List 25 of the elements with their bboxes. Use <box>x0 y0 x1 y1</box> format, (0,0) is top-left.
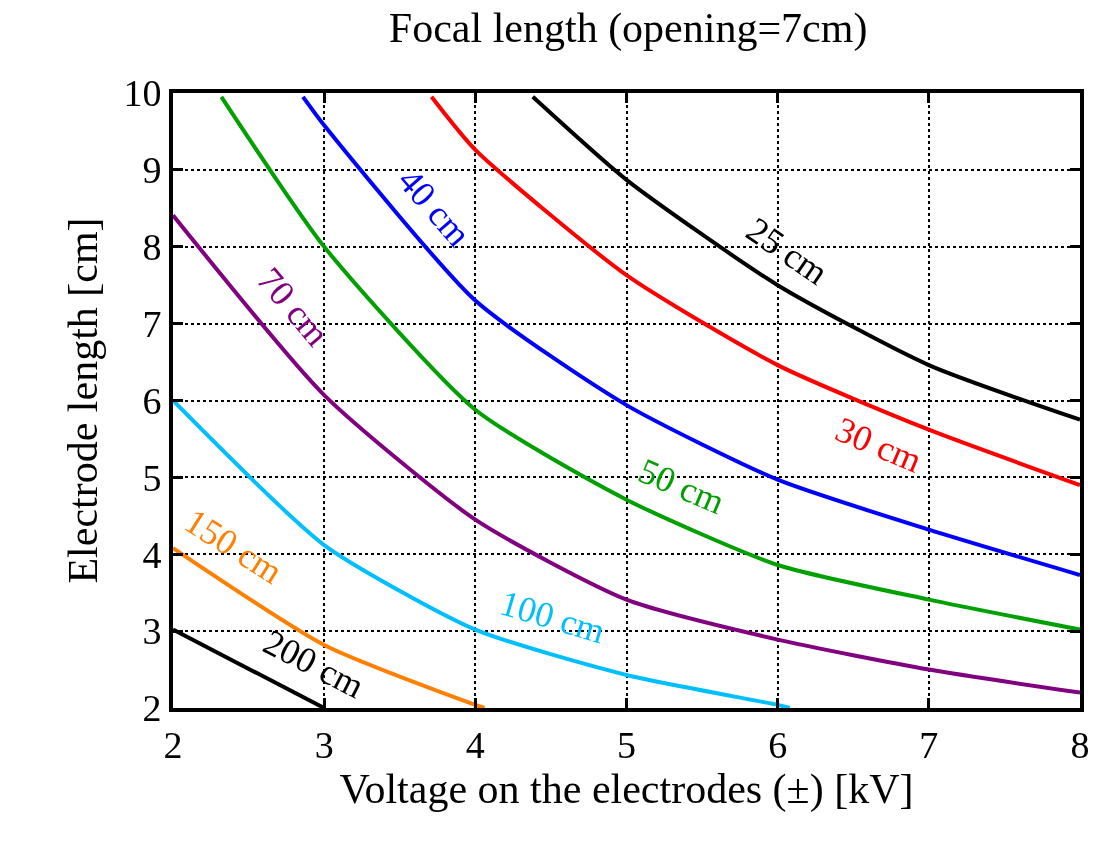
x-tick-label: 4 <box>465 723 485 766</box>
y-tick-label: 8 <box>142 226 162 269</box>
y-tick-label: 10 <box>123 72 162 115</box>
text: 50 cm <box>632 450 731 523</box>
text: 150 cm <box>177 500 290 592</box>
y-tick-label: 7 <box>142 302 162 345</box>
text: 200 cm <box>257 621 371 707</box>
y-tick-label: 5 <box>142 456 162 499</box>
y-axis-title: Electrode length [cm] <box>59 217 106 584</box>
text: 40 cm <box>390 160 479 254</box>
x-axis-title: Voltage on the electrodes (±) [kV] <box>339 765 914 813</box>
x-tick-label: 5 <box>617 723 636 766</box>
y-tick-label: 4 <box>142 533 162 576</box>
x-tick-label: 8 <box>1070 723 1090 766</box>
y-tick-label: 3 <box>142 610 162 653</box>
text: 70 cm <box>249 259 338 354</box>
y-tick-label: 9 <box>142 149 162 192</box>
y-tick-label: 6 <box>142 379 162 422</box>
text: 100 cm <box>495 582 610 652</box>
x-tick-label: 3 <box>314 723 334 766</box>
y-tick-label: 2 <box>142 687 162 730</box>
chart-title: Focal length (opening=7cm) <box>388 5 868 53</box>
x-tick-label: 7 <box>919 723 939 766</box>
text: 30 cm <box>829 409 928 481</box>
x-tick-label: 6 <box>768 723 788 766</box>
